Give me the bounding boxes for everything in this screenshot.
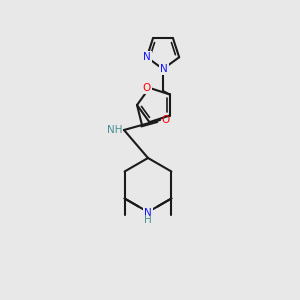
Text: O: O	[162, 115, 170, 125]
Text: H: H	[144, 215, 152, 225]
Text: N: N	[143, 52, 151, 62]
Text: O: O	[142, 83, 151, 93]
Text: N: N	[144, 208, 152, 218]
Text: N: N	[160, 64, 168, 74]
Text: NH: NH	[107, 125, 123, 135]
